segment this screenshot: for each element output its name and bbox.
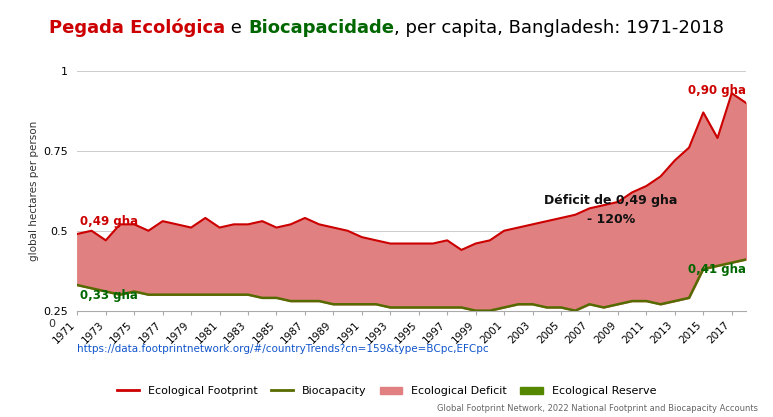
Text: Biocapacidade: Biocapacidade [248,19,394,37]
Text: https://data.footprintnetwork.org/#/countryTrends?cn=159&type=BCpc,EFCpc: https://data.footprintnetwork.org/#/coun… [77,344,489,354]
Y-axis label: global hectares per person: global hectares per person [29,121,39,261]
Text: Déficit de 0,49 gha
- 120%: Déficit de 0,49 gha - 120% [544,194,677,226]
Text: Global Footprint Network, 2022 National Footprint and Biocapacity Accounts: Global Footprint Network, 2022 National … [437,404,758,413]
Text: e: e [225,19,248,37]
Legend: Ecological Footprint, Biocapacity, Ecological Deficit, Ecological Reserve: Ecological Footprint, Biocapacity, Ecolo… [113,382,660,401]
Text: 0,41 gha: 0,41 gha [688,264,746,276]
Text: Pegada Ecológica: Pegada Ecológica [49,19,225,37]
Text: , per capita, Bangladesh: 1971-2018: , per capita, Bangladesh: 1971-2018 [394,19,724,37]
Text: 0,49 gha: 0,49 gha [80,215,138,228]
Text: 0,90 gha: 0,90 gha [688,84,746,97]
Text: 0,33 gha: 0,33 gha [80,289,138,302]
Text: 0: 0 [49,319,56,329]
